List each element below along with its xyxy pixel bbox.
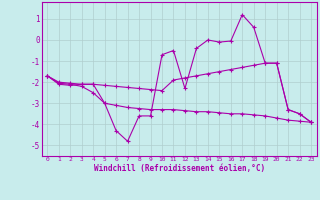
X-axis label: Windchill (Refroidissement éolien,°C): Windchill (Refroidissement éolien,°C) <box>94 164 265 173</box>
